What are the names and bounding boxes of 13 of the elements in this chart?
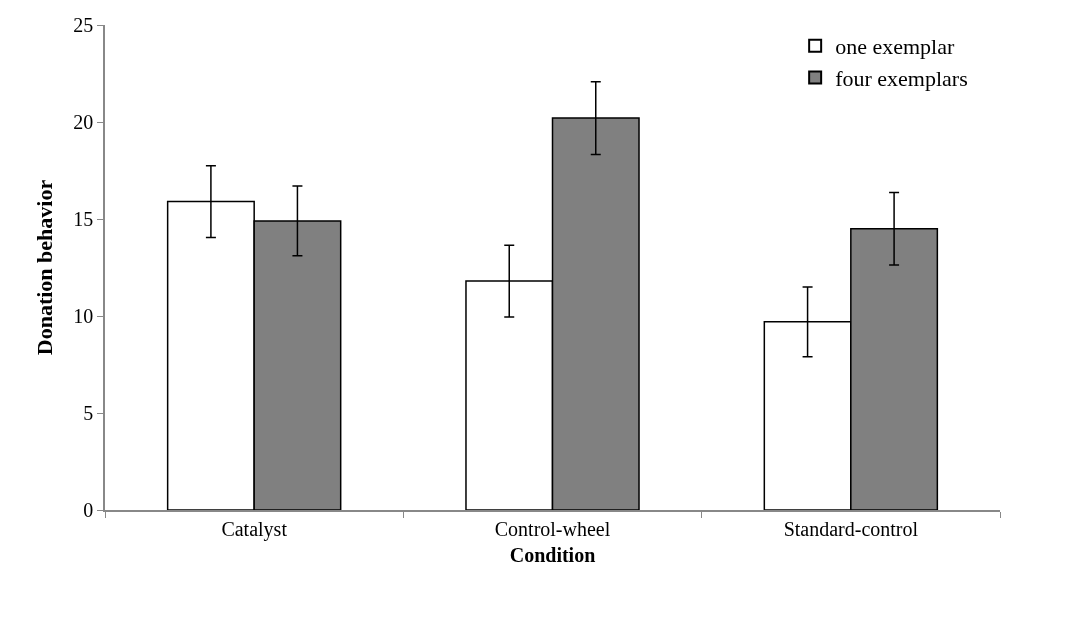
y-tick-label: 10 — [73, 305, 94, 327]
legend-label: four exemplars — [835, 65, 968, 91]
x-tick-label: Standard-control — [783, 517, 919, 540]
x-tick-label: Control-wheel — [494, 517, 611, 540]
x-axis-title: Condition — [509, 543, 596, 566]
y-tick-label: 25 — [73, 14, 94, 36]
legend-label: one exemplar — [835, 34, 955, 60]
y-tick-label: 5 — [83, 402, 94, 424]
y-tick-label: 20 — [73, 111, 94, 133]
y-axis-title: Donation behavior — [31, 179, 57, 356]
y-tick-label: 0 — [83, 499, 94, 521]
x-tick-label: Catalyst — [221, 517, 288, 541]
y-tick-label: 15 — [73, 208, 94, 230]
